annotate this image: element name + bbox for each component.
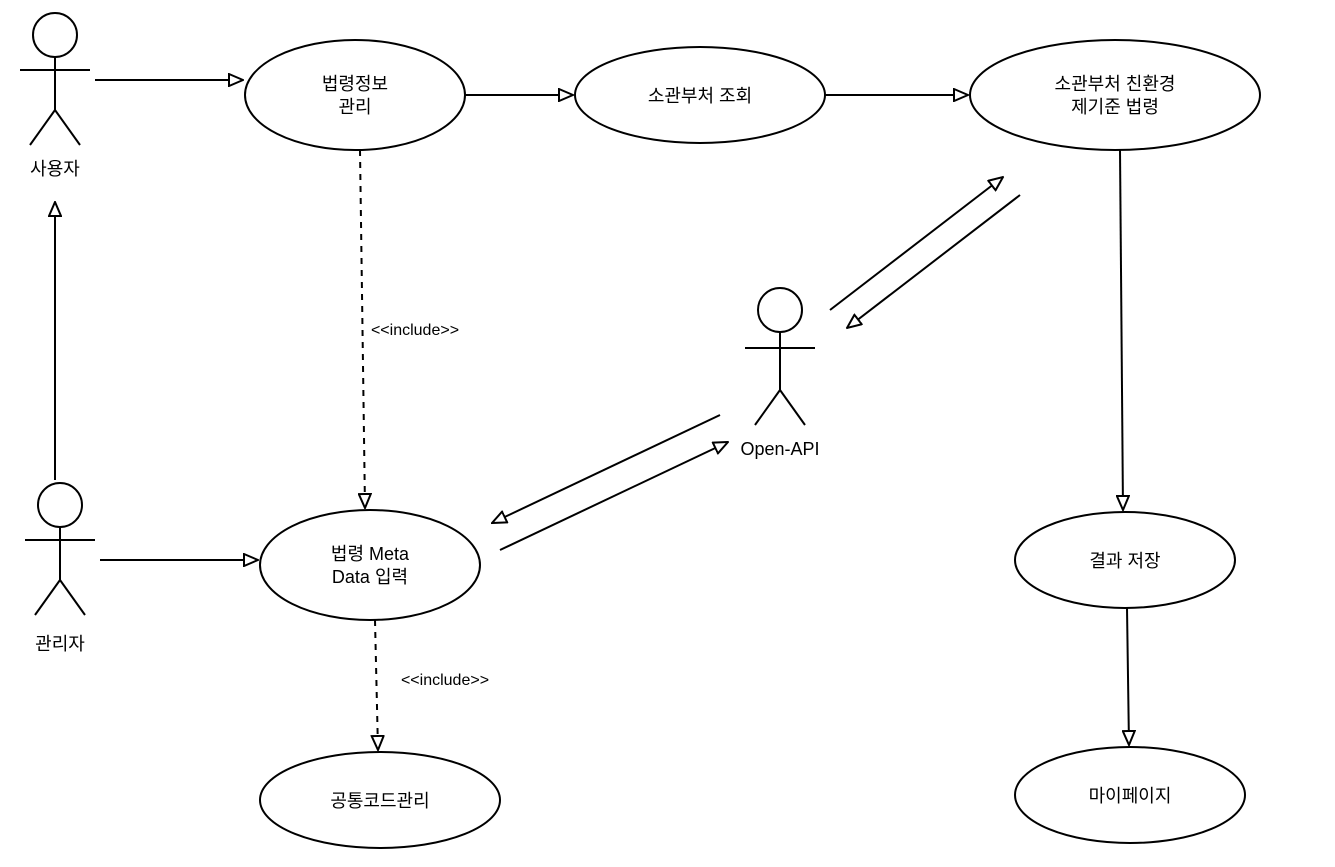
actor-openapi-label: Open-API <box>740 439 819 459</box>
node-law-info: 법령정보 관리 <box>245 40 465 150</box>
node-common-code-label: 공통코드관리 <box>330 791 429 811</box>
edge-lawinfo-meta <box>360 150 365 508</box>
node-mypage: 마이페이지 <box>1015 747 1245 843</box>
edge-result-mypage <box>1127 608 1129 745</box>
edge-openapi-deptlaw <box>830 177 1020 328</box>
edge-lawinfo-meta-label: <<include>> <box>371 322 459 339</box>
edge-meta-common-label: <<include>> <box>401 672 489 689</box>
node-result-save-label: 결과 저장 <box>1089 551 1160 571</box>
edge-meta-common <box>375 620 378 750</box>
actor-admin-label: 관리자 <box>35 634 85 654</box>
node-law-info-label2: 관리 <box>338 97 371 117</box>
node-dept-search: 소관부처 조회 <box>575 47 825 143</box>
node-law-info-label1: 법령정보 <box>322 74 388 94</box>
node-meta-input: 법령 Meta Data 입력 <box>260 510 480 620</box>
edge-openapi-meta <box>492 415 728 550</box>
use-case-diagram: 사용자 관리자 Open-API 법령정보 관리 소관부처 조회 소관부처 친환… <box>0 0 1335 867</box>
node-mypage-label: 마이페이지 <box>1089 786 1172 806</box>
node-meta-input-label2: Data 입력 <box>332 567 408 587</box>
node-result-save: 결과 저장 <box>1015 512 1235 608</box>
node-meta-input-label1: 법령 Meta <box>331 544 410 564</box>
node-dept-law: 소관부처 친환경 제기준 법령 <box>970 40 1260 150</box>
node-common-code: 공통코드관리 <box>260 752 500 848</box>
actor-openapi: Open-API <box>740 288 819 459</box>
node-dept-search-label: 소관부처 조회 <box>648 86 752 106</box>
actor-admin: 관리자 <box>25 483 95 654</box>
actor-user: 사용자 <box>20 13 90 179</box>
edge-deptlaw-result <box>1120 150 1123 510</box>
node-dept-law-label2: 제기준 법령 <box>1071 97 1159 117</box>
node-dept-law-label1: 소관부처 친환경 <box>1055 74 1176 94</box>
actor-user-label: 사용자 <box>30 159 80 179</box>
